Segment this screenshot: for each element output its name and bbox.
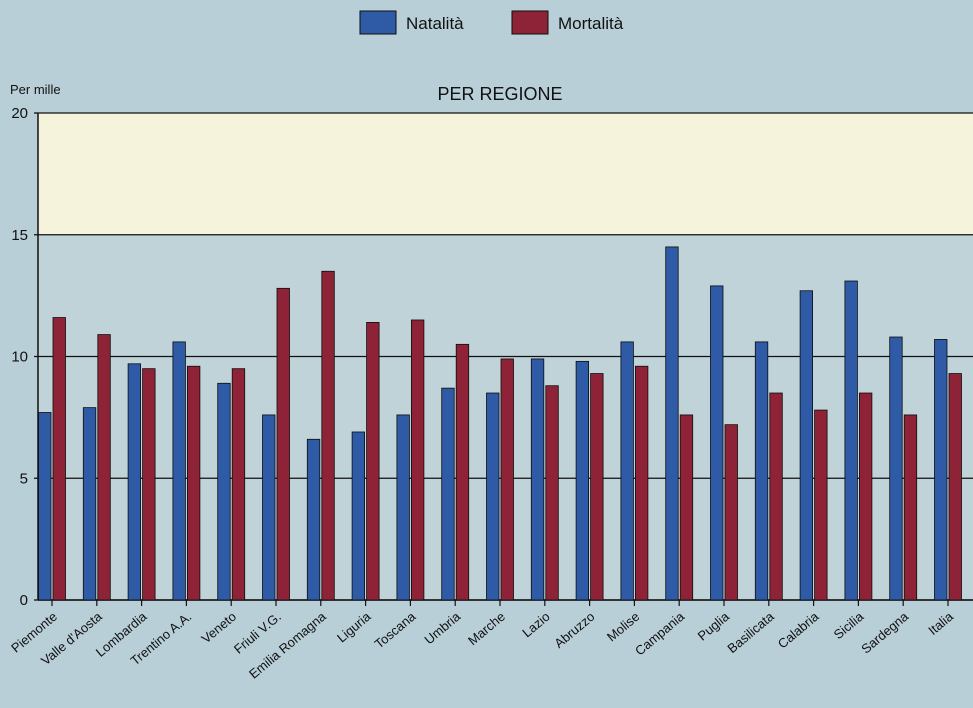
bar-mortalita: [455, 343, 470, 601]
bar-natalita: [262, 414, 276, 601]
x-tick-label: Sardegna: [858, 608, 911, 656]
bar-natalita: [38, 412, 52, 601]
bar-mortalita: [410, 319, 425, 601]
legend: Natalità Mortalità: [359, 10, 624, 35]
bar-mortalita: [948, 373, 962, 601]
bar-mortalita: [769, 392, 783, 601]
bar-mortalita: [231, 368, 246, 601]
x-tick-label: Umbria: [421, 608, 463, 647]
bar-natalita: [844, 280, 858, 601]
y-tick-label: 0: [20, 592, 28, 609]
bar-natalita: [754, 341, 769, 601]
legend-label: Mortalità: [558, 14, 624, 33]
x-tick-label: Abruzzo: [551, 609, 597, 651]
x-tick-label: Puglia: [695, 608, 733, 643]
x-tick-label: Campania: [632, 608, 688, 658]
bar-mortalita: [903, 414, 918, 601]
x-tick-label: Sicilia: [831, 608, 867, 642]
bar-natalita: [351, 431, 366, 601]
bar-natalita: [441, 387, 455, 601]
bar-mortalita: [52, 317, 66, 601]
bar-natalita: [710, 285, 724, 601]
bar-mortalita: [366, 322, 380, 601]
bar-mortalita: [859, 392, 873, 601]
bar-natalita: [620, 341, 634, 601]
bar-mortalita: [679, 414, 694, 601]
bar-mortalita: [500, 358, 514, 601]
x-tick-label: Lazio: [519, 609, 552, 640]
legend-swatch: [511, 10, 549, 35]
bar-mortalita: [635, 365, 649, 601]
bar-mortalita: [97, 334, 111, 601]
chart-title: PER REGIONE: [437, 84, 562, 104]
bar-natalita: [306, 438, 321, 601]
x-tick-label: Veneto: [198, 609, 239, 647]
bar-mortalita: [142, 368, 156, 601]
bar-natalita: [217, 382, 231, 601]
x-tick-label: Liguria: [334, 608, 374, 645]
x-tick-label: Toscana: [372, 608, 419, 651]
bar-mortalita: [590, 373, 604, 601]
bar-natalita: [396, 414, 410, 601]
bar-mortalita: [276, 287, 290, 601]
bar-natalita: [82, 407, 97, 601]
x-tick-label: Molise: [604, 609, 642, 645]
bar-natalita: [889, 336, 903, 601]
bar-mortalita: [186, 365, 201, 601]
bar-natalita: [530, 358, 545, 601]
bar-mortalita: [545, 385, 559, 601]
bar-mortalita: [814, 409, 828, 601]
x-tick-label: Marche: [465, 609, 508, 648]
bar-natalita: [665, 246, 679, 601]
y-tick-label: 10: [11, 349, 28, 366]
x-tick-label: Basilicata: [724, 608, 777, 656]
bar-natalita: [799, 290, 813, 601]
bar-natalita: [127, 363, 142, 601]
legend-label: Natalità: [406, 14, 464, 33]
bar-natalita: [172, 341, 186, 601]
bar-natalita: [934, 339, 948, 601]
x-tick-label: Calabria: [775, 608, 822, 651]
legend-swatch: [359, 10, 397, 35]
bar-natalita: [575, 360, 589, 601]
x-tick-label: Italia: [925, 608, 956, 638]
y-axis-label: Per mille: [10, 82, 61, 97]
bar-natalita: [486, 392, 500, 601]
plot-band-upper: [38, 113, 973, 235]
y-tick-label: 15: [11, 227, 28, 244]
bar-mortalita: [724, 424, 738, 601]
y-tick-label: 5: [20, 470, 28, 487]
bar-mortalita: [321, 270, 335, 601]
x-tick-label: Emilia Romagna: [246, 608, 329, 681]
y-tick-label: 20: [11, 105, 28, 122]
